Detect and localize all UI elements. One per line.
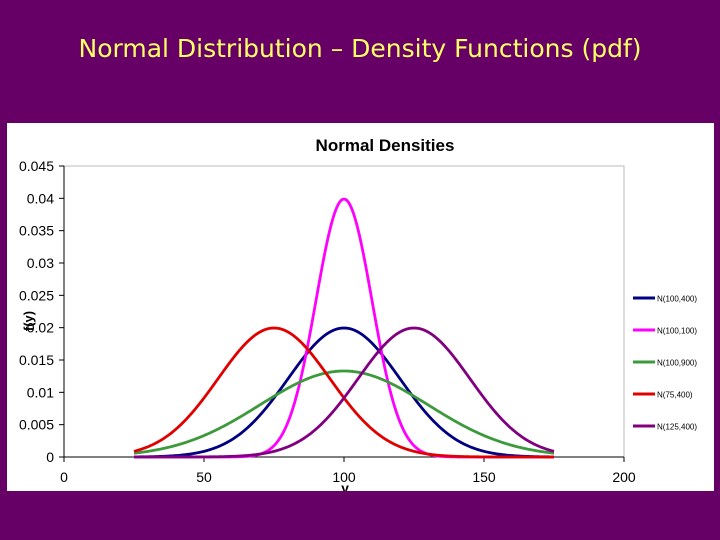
y-tick-label: 0.01 <box>27 384 54 400</box>
y-tick-label: 0.04 <box>27 190 54 206</box>
curves <box>133 197 555 459</box>
chart-title: Normal Densities <box>316 136 455 155</box>
legend: N(100,400) N(100,100) N(100,900) N(75,400) N… <box>633 295 697 432</box>
x-tick-label: 150 <box>472 469 496 485</box>
normal-densities-chart: Normal Densities f(y) y 00.0050.010.0150… <box>19 136 697 496</box>
y-tick-label: 0 <box>46 449 54 465</box>
y-tick-label: 0.02 <box>27 320 54 336</box>
legend-label: N(100,100) <box>657 327 697 336</box>
y-tick-label: 0.025 <box>19 287 54 303</box>
x-tick-label: 100 <box>332 469 356 485</box>
y-tick-label: 0.035 <box>19 223 54 239</box>
x-tick-label: 50 <box>196 469 212 485</box>
y-tick-label: 0.03 <box>27 255 54 271</box>
y-axis-label: f(y) <box>21 311 36 331</box>
y-tick-label: 0.045 <box>19 158 54 174</box>
legend-label: N(100,900) <box>657 359 697 368</box>
slide-title: Normal Distribution – Density Functions … <box>78 34 642 63</box>
axes: 0 0.005 0.01 0.015 0.02 0.025 0.03 0.035 0.04 0.0… <box>19 158 636 485</box>
series-line <box>134 326 555 459</box>
series-line <box>133 369 555 455</box>
y-tick-label: 0.015 <box>19 352 54 368</box>
legend-label: N(100,400) <box>657 295 697 304</box>
x-tick-label: 200 <box>612 469 636 485</box>
chart-panel: Normal Densities f(y) y 0 0.005 0.01 0.015 0… <box>7 123 714 496</box>
x-tick-label: 0 <box>60 469 68 485</box>
x-axis-label: y <box>341 480 349 491</box>
series-line <box>133 326 555 459</box>
legend-label: N(125,400) <box>657 423 697 432</box>
plot-area <box>63 165 625 458</box>
legend-label: N(75,400) <box>657 391 693 400</box>
y-tick-label: 0.005 <box>19 417 54 433</box>
